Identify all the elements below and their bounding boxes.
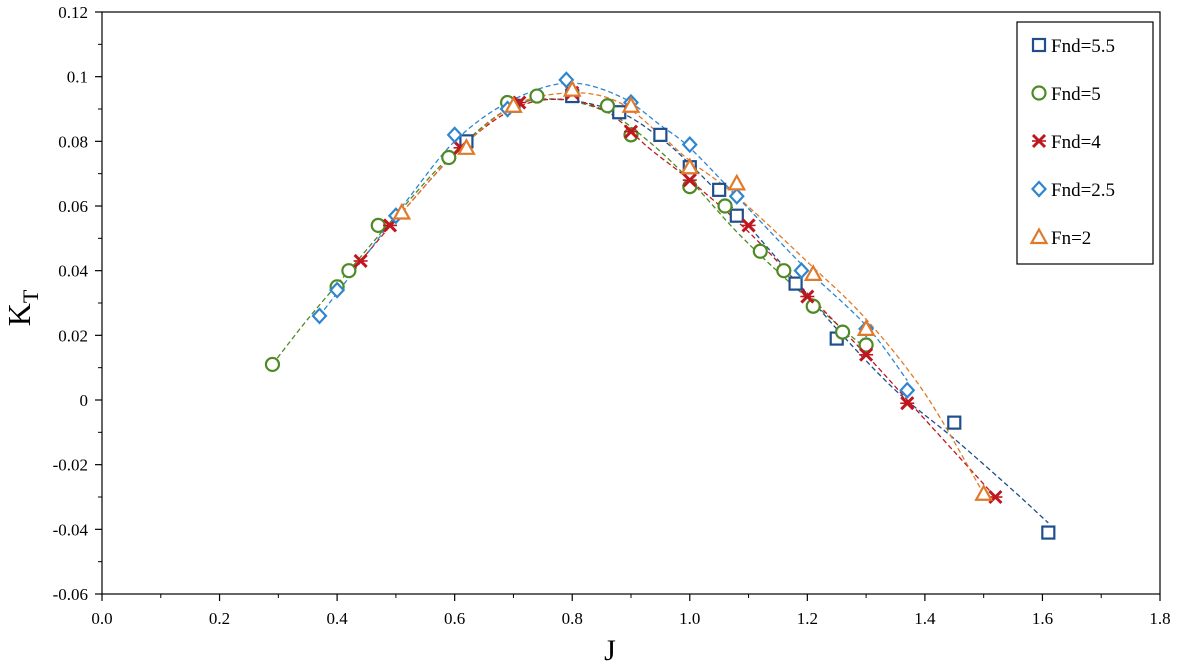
legend-label: Fnd=4 <box>1051 132 1101 153</box>
y-tick-label: 0.06 <box>58 197 88 216</box>
y-tick-label: -0.06 <box>53 585 88 604</box>
legend-item: Fnd=5.5 <box>1031 36 1115 57</box>
series-fn-2 <box>392 79 994 501</box>
data-point <box>776 263 792 279</box>
data-point <box>859 347 874 362</box>
data-point <box>446 126 463 144</box>
data-point <box>947 415 962 430</box>
data-point <box>504 96 523 113</box>
y-tick-label: -0.04 <box>53 520 89 539</box>
series-fnd-4 <box>353 85 1003 505</box>
data-point <box>752 243 768 259</box>
x-tick-label: 0.4 <box>326 609 348 628</box>
data-point <box>900 396 915 411</box>
legend: Fnd=5.5 Fnd=5 Fnd=4 Fnd=2.5 Fn=2 <box>1016 21 1154 265</box>
series-fnd-5-5 <box>459 88 1056 540</box>
data-point <box>717 198 733 214</box>
series-fnd-2-5 <box>311 71 916 399</box>
data-point <box>264 356 281 373</box>
data-point <box>834 324 851 340</box>
y-tick-label: 0 <box>80 391 89 410</box>
legend-marker <box>1031 133 1047 149</box>
legend-item: Fnd=2.5 <box>1030 180 1115 201</box>
fit-curves-layer <box>271 82 1049 524</box>
x-tick-label: 0.8 <box>562 609 583 628</box>
y-tick-label: 0.1 <box>67 68 88 87</box>
data-point <box>558 71 575 89</box>
legend-marker <box>1030 180 1048 198</box>
data-point <box>805 298 821 314</box>
x-axis-title: J <box>604 634 616 666</box>
y-axis-title: KT <box>1 289 43 326</box>
data-point <box>974 484 994 501</box>
series-fnd-5 <box>264 88 874 373</box>
data-point <box>653 127 668 142</box>
y-tick-label: 0.12 <box>58 3 88 22</box>
data-point <box>341 263 357 279</box>
fit-curve-fnd-5 <box>271 98 867 365</box>
data-point <box>562 79 582 97</box>
y-axis-title-main: K <box>1 303 37 326</box>
data-point <box>682 173 697 188</box>
x-tick-label: 1.6 <box>1032 609 1053 628</box>
data-point <box>788 276 803 291</box>
data-point <box>803 264 823 281</box>
legend-item: Fn=2 <box>1029 227 1091 249</box>
x-tick-label: 1.4 <box>914 609 936 628</box>
data-point <box>370 217 386 233</box>
y-tick-label: -0.02 <box>53 456 88 475</box>
data-point <box>681 135 698 154</box>
data-point <box>899 381 916 399</box>
data-point <box>353 253 368 269</box>
data-point <box>856 319 876 336</box>
legend-label: Fn=2 <box>1051 228 1091 249</box>
data-point <box>728 187 745 205</box>
data-point <box>599 98 616 114</box>
legend-marker <box>1029 227 1049 245</box>
legend-marker <box>1031 37 1047 53</box>
y-tick-label: 0.02 <box>58 326 88 345</box>
y-tick-label: 0.04 <box>58 262 88 281</box>
data-point <box>793 262 810 280</box>
x-tick-label: 0.2 <box>209 609 230 628</box>
data-point <box>729 208 744 223</box>
fit-curve-fnd-2-5 <box>318 82 908 381</box>
legend-label: Fnd=5 <box>1051 84 1101 105</box>
data-point <box>727 173 747 191</box>
data-point <box>623 124 639 139</box>
x-tick-label: 0.6 <box>444 609 465 628</box>
x-tick-label: 0.0 <box>91 609 112 628</box>
data-point <box>392 202 412 220</box>
legend-marker <box>1031 85 1047 101</box>
data-point <box>529 88 545 104</box>
markers-layer <box>264 71 1056 540</box>
data-point <box>680 157 700 175</box>
data-point <box>800 289 815 304</box>
x-tick-label: 1.8 <box>1149 609 1170 628</box>
y-tick-label: 0.08 <box>58 132 88 151</box>
data-point <box>311 307 328 325</box>
data-point <box>712 182 727 197</box>
legend-item: Fnd=5 <box>1031 84 1101 105</box>
axes-layer: 0.0 0.2 0.4 0.6 0.8 1.0 1.2 1.4 1.6 1.8 -0.06 -0.04… <box>53 3 1171 628</box>
data-point <box>621 96 641 113</box>
data-point <box>741 218 756 233</box>
data-point <box>329 281 346 299</box>
x-tick-label: 1.0 <box>679 609 700 628</box>
y-axis-title-subscript: T <box>18 289 43 303</box>
data-point <box>441 149 457 166</box>
legend-item: Fnd=4 <box>1031 132 1101 153</box>
legend-label: Fnd=2.5 <box>1051 180 1115 201</box>
data-point <box>1041 525 1056 540</box>
fit-curve-fn-2 <box>401 92 985 495</box>
data-point <box>457 138 476 155</box>
legend-label: Fnd=5.5 <box>1051 36 1115 57</box>
data-point <box>858 337 874 353</box>
x-tick-label: 1.2 <box>797 609 818 628</box>
